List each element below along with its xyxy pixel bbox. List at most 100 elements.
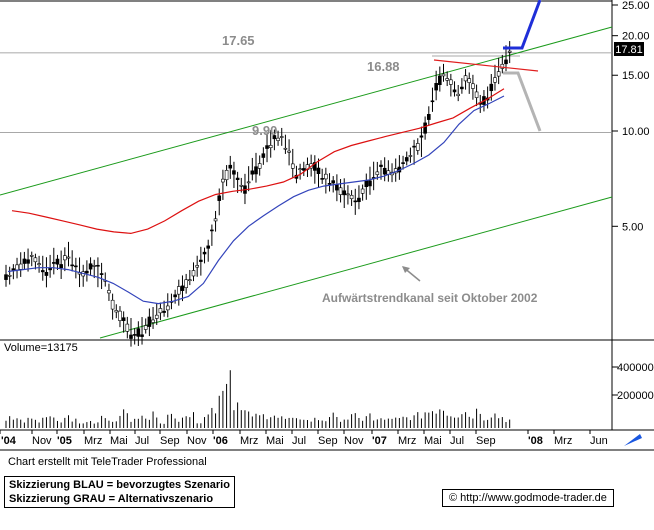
candle-body xyxy=(452,89,457,93)
time-tick-label: Nov xyxy=(344,435,364,447)
candle-body xyxy=(228,164,233,169)
candle-body xyxy=(375,171,380,175)
candle-body xyxy=(279,136,284,138)
candle-body xyxy=(154,314,159,319)
candle-body xyxy=(349,194,354,200)
time-tick-label: Sep xyxy=(318,435,338,447)
candle-body xyxy=(63,255,67,261)
volume-bars xyxy=(5,370,511,428)
source-url[interactable]: http://www.godmode-trader.de xyxy=(460,492,607,504)
candle-body xyxy=(419,135,424,138)
candle-body xyxy=(202,251,207,255)
candle-body xyxy=(430,100,435,103)
candle-body xyxy=(338,187,343,195)
resistance-level-label: 17.65 xyxy=(222,33,255,48)
time-tick-label: '06 xyxy=(213,435,228,447)
volume-tick-label: 200000 xyxy=(617,390,654,402)
source-box[interactable]: © http://www.godmode-trader.de xyxy=(442,489,614,507)
time-axis-labels: '04 Nov '05 Mrz Mai Jul Sep Nov '06 Mrz Mai Jul Sep N… xyxy=(0,430,608,447)
candle-body xyxy=(55,258,60,265)
time-tick-label: Jul xyxy=(450,435,464,447)
candle-body xyxy=(162,310,166,313)
candle-body xyxy=(335,184,339,191)
candle-body xyxy=(301,168,306,171)
resistance-level-label: 9.90 xyxy=(252,123,277,138)
candle-body xyxy=(364,180,369,188)
candle-body xyxy=(180,285,185,291)
candle-body xyxy=(70,264,74,267)
candle-body xyxy=(44,271,49,276)
candle-body xyxy=(353,200,358,203)
scenario-legend: Skizzierung BLAU = bevorzugtes Szenario … xyxy=(4,476,235,508)
candle-body xyxy=(489,83,494,92)
legend-grey: Skizzierung GRAU = Alternativszenario xyxy=(9,493,214,505)
scenario-sketches xyxy=(433,0,542,132)
candle-body xyxy=(265,145,269,149)
candle-body xyxy=(449,79,453,85)
candle-body xyxy=(261,153,266,158)
candle-body xyxy=(283,147,288,150)
candle-body xyxy=(99,273,104,275)
candle-body xyxy=(290,163,295,169)
candle-body xyxy=(504,59,508,65)
candle-body xyxy=(66,256,71,259)
candle-body xyxy=(176,286,181,295)
candle-body xyxy=(165,305,170,311)
last-price-marker xyxy=(614,42,644,56)
time-tick-label: Nov xyxy=(32,435,52,447)
time-tick-label: Mai xyxy=(424,435,442,447)
candle-body xyxy=(423,122,427,134)
candle-body xyxy=(460,86,464,90)
candle-body xyxy=(206,245,211,249)
candle-body xyxy=(474,91,479,98)
price-tick-label: 15.00 xyxy=(622,70,650,82)
candle-body xyxy=(426,114,431,120)
candle-body xyxy=(85,270,89,274)
moving-averages xyxy=(7,88,505,305)
candle-body xyxy=(239,184,244,187)
time-tick-label: Mrz xyxy=(240,435,258,447)
candle-body xyxy=(121,317,126,321)
resistance-level-label: 16.88 xyxy=(367,59,400,74)
candle-body xyxy=(151,319,155,323)
time-tick-label: Jun xyxy=(590,435,608,447)
price-tick-label: 25.00 xyxy=(622,0,650,12)
candle-body xyxy=(507,50,512,53)
copyright-symbol: © xyxy=(449,492,458,504)
price-candles xyxy=(4,41,512,347)
time-tick-label: Mai xyxy=(110,435,128,447)
candle-body xyxy=(379,164,383,167)
time-tick-label: '04 xyxy=(1,435,17,447)
time-tick-label: Mrz xyxy=(398,435,416,447)
candle-body xyxy=(316,167,321,174)
candle-body xyxy=(217,195,222,201)
time-tick-label: Mrz xyxy=(554,435,572,447)
price-gridlines xyxy=(0,52,612,133)
candle-body xyxy=(221,178,225,183)
candle-body xyxy=(224,170,229,181)
candle-body xyxy=(412,145,416,148)
candle-body xyxy=(143,325,148,330)
candle-body xyxy=(33,257,38,263)
candle-body xyxy=(29,255,34,257)
candle-body xyxy=(136,328,141,337)
time-tick-label: '07 xyxy=(372,435,387,447)
candle-body xyxy=(438,75,442,86)
candle-body xyxy=(195,265,199,268)
candle-body xyxy=(107,290,111,294)
time-tick-label: Nov xyxy=(187,435,207,447)
time-tick-label: Mrz xyxy=(84,435,102,447)
candle-body xyxy=(18,263,23,270)
price-tick-label: 5.00 xyxy=(622,221,643,233)
last-price-label: 17.81 xyxy=(615,44,643,56)
candle-body xyxy=(471,83,475,89)
candle-body xyxy=(7,274,12,277)
candle-body xyxy=(493,77,497,83)
volume-tick-label: 400000 xyxy=(617,362,654,374)
candle-body xyxy=(92,265,97,267)
candle-body xyxy=(74,265,78,268)
candle-body xyxy=(158,308,163,314)
candle-body xyxy=(232,170,236,175)
scroll-arrow-icon[interactable] xyxy=(624,434,642,446)
candle-body xyxy=(360,188,365,194)
